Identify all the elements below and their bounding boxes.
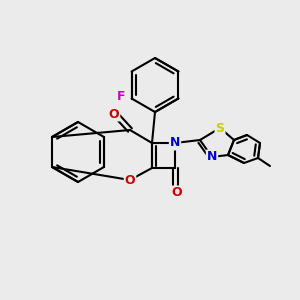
- Text: N: N: [207, 151, 217, 164]
- Text: O: O: [109, 107, 119, 121]
- Text: F: F: [117, 90, 126, 103]
- Text: S: S: [215, 122, 224, 134]
- Text: N: N: [170, 136, 180, 149]
- Text: O: O: [125, 173, 135, 187]
- Text: O: O: [172, 187, 182, 200]
